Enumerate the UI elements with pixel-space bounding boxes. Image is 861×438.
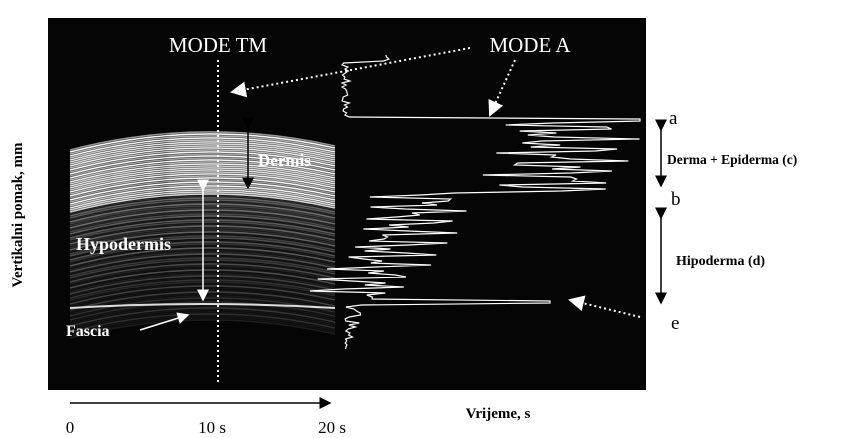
tm-stripe bbox=[69, 145, 336, 165]
a-mode-trace bbox=[309, 54, 641, 350]
tm-stripe bbox=[69, 175, 336, 195]
tm-stripe bbox=[69, 135, 336, 155]
tm-stripe bbox=[69, 169, 336, 189]
tm-stripe bbox=[69, 143, 336, 163]
fascia-label: Fascia bbox=[66, 323, 110, 340]
tm-stripe bbox=[69, 137, 336, 157]
tm-stripe bbox=[69, 141, 336, 161]
tm-stripe bbox=[69, 153, 336, 173]
tm-stripe bbox=[69, 319, 336, 339]
tm-stripe bbox=[69, 161, 336, 181]
layer-label: Hipoderma (d) bbox=[676, 254, 765, 269]
fascia-arrow bbox=[139, 312, 190, 331]
tm-stripe bbox=[69, 315, 336, 335]
time-label: 0 bbox=[66, 418, 75, 437]
tm-stripe bbox=[69, 317, 336, 337]
tm-stripe bbox=[69, 139, 336, 159]
tm-stripe bbox=[69, 307, 336, 327]
tm-stripe bbox=[69, 159, 336, 179]
hypodermis-label: Hypodermis bbox=[76, 234, 171, 254]
tm-stripe bbox=[69, 309, 336, 329]
marker-e: e bbox=[671, 313, 679, 334]
tm-stripe bbox=[69, 171, 336, 191]
tm-stripe bbox=[69, 147, 336, 167]
layer-label: Derma + Epiderma (c) bbox=[667, 152, 797, 167]
tm-stripe bbox=[69, 155, 336, 175]
tm-stripe bbox=[69, 163, 336, 183]
tm-stripe bbox=[69, 151, 336, 171]
tm-stripe bbox=[69, 313, 336, 333]
time-label: 20 s bbox=[318, 418, 346, 437]
fascia-line bbox=[69, 303, 336, 309]
mode-a-label: MODE A bbox=[489, 33, 571, 57]
tm-stripe bbox=[69, 149, 336, 169]
tm-stripe bbox=[69, 305, 336, 325]
tm-stripe bbox=[69, 173, 336, 193]
y-axis-label: Vertikalni pomak, mm bbox=[10, 142, 26, 287]
dermis-label: Dermis bbox=[258, 151, 311, 170]
tm-stripe bbox=[69, 131, 336, 151]
tm-stripe bbox=[69, 177, 336, 197]
tm-stripe bbox=[69, 133, 336, 153]
pointer-arrow bbox=[230, 47, 471, 98]
tm-stripe bbox=[69, 301, 336, 321]
tm-stripe bbox=[69, 311, 336, 331]
time-label: 10 s bbox=[198, 418, 226, 437]
mode-tm-label: MODE TM bbox=[169, 33, 268, 57]
tm-stripe bbox=[69, 165, 336, 185]
tm-stripe bbox=[69, 167, 336, 187]
marker-b: b bbox=[671, 189, 681, 210]
x-axis-label: Vrijeme, s bbox=[466, 406, 531, 422]
marker-a: a bbox=[669, 108, 678, 129]
pointer-arrow bbox=[568, 295, 641, 318]
tm-stripe bbox=[69, 157, 336, 177]
pointer-arrow bbox=[488, 59, 516, 117]
